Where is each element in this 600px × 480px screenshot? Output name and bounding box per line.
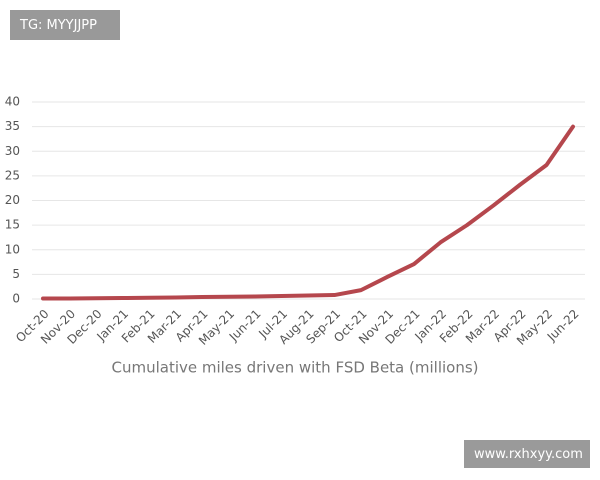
chart-title: Cumulative miles driven with FSD Beta (m… [111,359,478,377]
y-tick-label: 35 [5,119,20,133]
y-tick-label: 15 [5,218,20,232]
watermark: www.rxhxyy.com [464,440,590,468]
y-tick-label: 10 [5,242,20,256]
data-line [41,124,575,301]
y-tick-label: 30 [5,144,20,158]
watermark: TG: MYYJJPP [10,10,120,40]
y-tick-label: 25 [5,168,20,182]
y-tick-label: 0 [12,292,20,306]
y-tick-label: 5 [12,267,20,281]
y-tick-label: 40 [5,95,20,109]
y-tick-label: 20 [5,193,20,207]
